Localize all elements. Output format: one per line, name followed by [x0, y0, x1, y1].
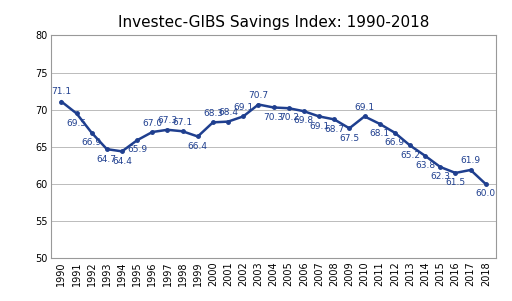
Text: 68.7: 68.7 — [324, 125, 344, 134]
Text: 63.8: 63.8 — [415, 161, 435, 170]
Text: 68.3: 68.3 — [203, 109, 223, 118]
Text: 70.3: 70.3 — [264, 113, 284, 122]
Text: 61.5: 61.5 — [445, 178, 465, 187]
Text: 68.1: 68.1 — [370, 129, 390, 138]
Text: 64.7: 64.7 — [97, 155, 117, 164]
Text: 68.4: 68.4 — [218, 108, 238, 117]
Text: 71.1: 71.1 — [51, 87, 72, 96]
Text: 70.2: 70.2 — [279, 113, 298, 123]
Text: 65.2: 65.2 — [400, 150, 420, 160]
Text: 62.3: 62.3 — [430, 172, 450, 181]
Text: 70.7: 70.7 — [248, 91, 268, 100]
Text: 64.4: 64.4 — [112, 157, 132, 166]
Text: 67.3: 67.3 — [157, 116, 178, 125]
Text: 61.9: 61.9 — [461, 157, 481, 166]
Text: 66.4: 66.4 — [188, 142, 208, 151]
Text: 67.0: 67.0 — [142, 119, 162, 128]
Text: 66.9: 66.9 — [385, 138, 405, 147]
Text: 69.8: 69.8 — [294, 116, 314, 126]
Text: 66.9: 66.9 — [81, 138, 102, 147]
Text: 69.1: 69.1 — [354, 103, 375, 112]
Text: 69.5: 69.5 — [67, 119, 87, 128]
Text: 60.0: 60.0 — [476, 189, 496, 198]
Text: 65.9: 65.9 — [127, 145, 147, 154]
Text: 67.5: 67.5 — [339, 134, 359, 142]
Text: 69.1: 69.1 — [309, 122, 329, 131]
Text: 69.1: 69.1 — [233, 103, 253, 112]
Title: Investec-GIBS Savings Index: 1990-2018: Investec-GIBS Savings Index: 1990-2018 — [118, 15, 429, 30]
Text: 67.1: 67.1 — [173, 118, 193, 127]
